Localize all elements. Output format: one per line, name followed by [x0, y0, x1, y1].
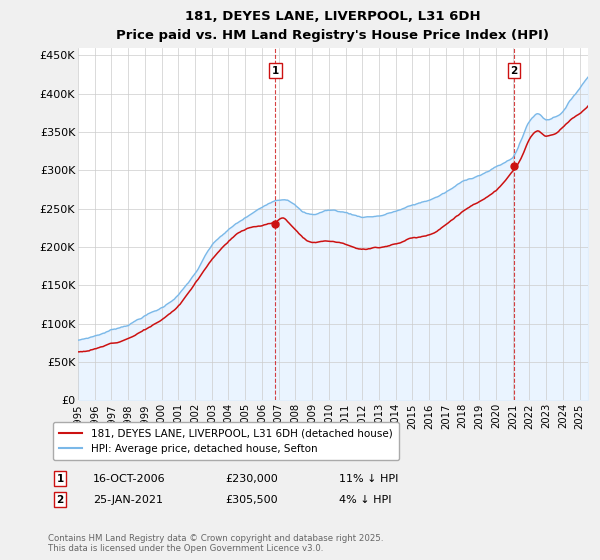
Text: £230,000: £230,000 — [225, 474, 278, 484]
Text: 2: 2 — [510, 66, 518, 76]
Legend: 181, DEYES LANE, LIVERPOOL, L31 6DH (detached house), HPI: Average price, detach: 181, DEYES LANE, LIVERPOOL, L31 6DH (det… — [53, 422, 399, 460]
Text: 11% ↓ HPI: 11% ↓ HPI — [339, 474, 398, 484]
Text: 2: 2 — [56, 494, 64, 505]
Text: 1: 1 — [56, 474, 64, 484]
Text: 16-OCT-2006: 16-OCT-2006 — [93, 474, 166, 484]
Title: 181, DEYES LANE, LIVERPOOL, L31 6DH
Price paid vs. HM Land Registry's House Pric: 181, DEYES LANE, LIVERPOOL, L31 6DH Pric… — [116, 10, 550, 42]
Text: 25-JAN-2021: 25-JAN-2021 — [93, 494, 163, 505]
Text: £305,500: £305,500 — [225, 494, 278, 505]
Text: Contains HM Land Registry data © Crown copyright and database right 2025.
This d: Contains HM Land Registry data © Crown c… — [48, 534, 383, 553]
Text: 1: 1 — [272, 66, 279, 76]
Text: 4% ↓ HPI: 4% ↓ HPI — [339, 494, 391, 505]
